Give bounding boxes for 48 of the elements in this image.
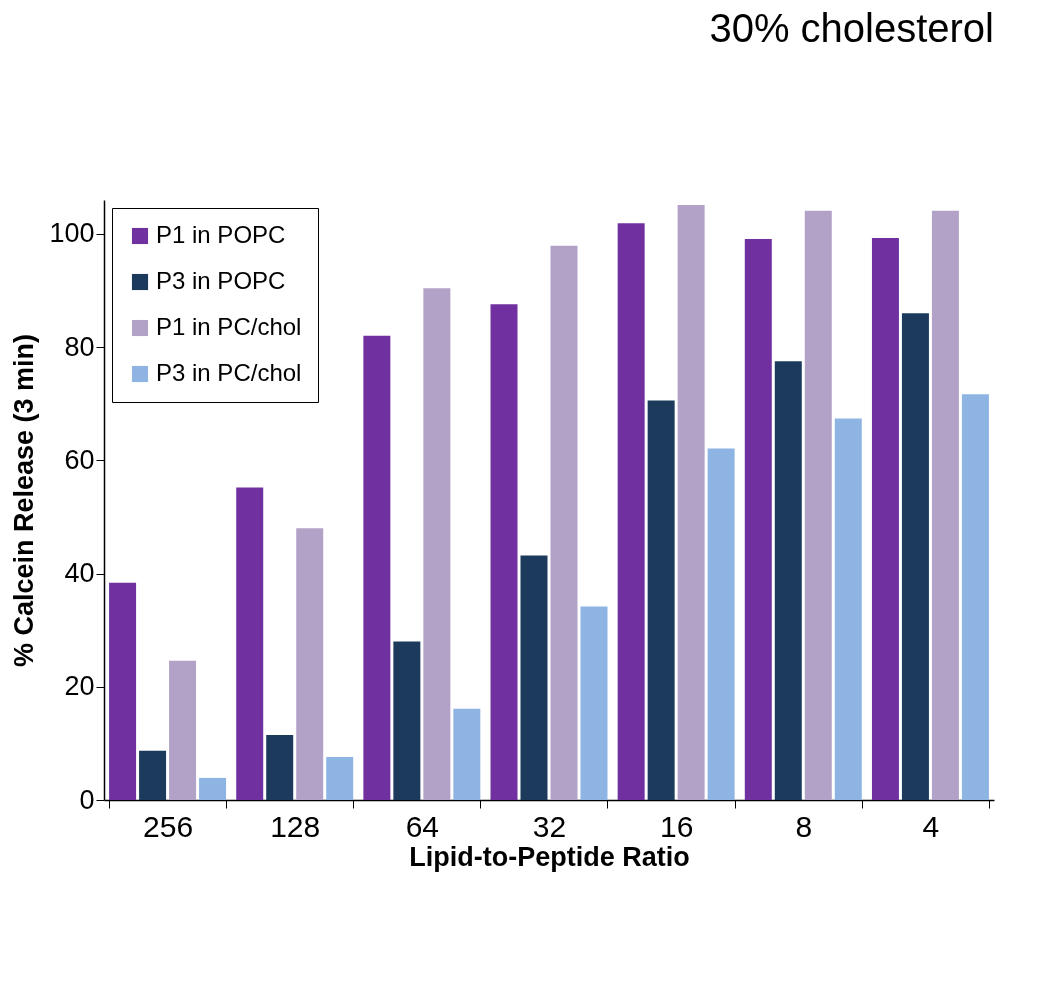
bar: [296, 528, 324, 800]
legend-label: P3 in POPC: [156, 267, 286, 294]
y-tick-label: 100: [49, 218, 95, 249]
bar: [490, 304, 518, 800]
legend-label: P1 in PC/chol: [156, 313, 302, 340]
y-axis-title: % Calcein Release (3 min): [9, 333, 40, 668]
bar: [453, 708, 481, 800]
x-axis-title: Lipid-to-Peptide Ratio: [409, 841, 690, 872]
x-tick-label: 8: [795, 809, 813, 843]
bar: [236, 487, 264, 800]
bar: [707, 448, 735, 800]
bar: [774, 361, 802, 800]
bar: [363, 335, 391, 800]
bar: [617, 223, 645, 800]
bar: [109, 582, 137, 800]
bar: [520, 555, 548, 800]
bar: [931, 210, 959, 800]
y-tick-label: 60: [64, 444, 95, 475]
bar: [677, 205, 705, 800]
bar: [423, 288, 451, 800]
bar: [326, 756, 354, 800]
x-tick-label: 64: [405, 809, 440, 843]
bar: [834, 418, 862, 800]
bar: [744, 239, 772, 800]
bar: [804, 210, 832, 800]
legend-label: P3 in PC/chol: [156, 359, 302, 386]
y-tick-label: 40: [64, 558, 95, 589]
chart-title: 30% cholesterol: [709, 6, 994, 50]
x-tick-label: 4: [922, 809, 940, 843]
y-tick-label: 0: [79, 784, 95, 815]
x-tick-label: 16: [659, 809, 694, 843]
x-tick-label: 128: [270, 809, 321, 843]
bar: [266, 734, 294, 800]
bar: [901, 313, 929, 800]
bar: [871, 237, 899, 800]
y-tick-label: 20: [64, 671, 95, 702]
bar: [647, 400, 675, 800]
bar: [169, 660, 197, 800]
x-tick-label: 32: [532, 809, 567, 843]
bar: [393, 641, 421, 800]
legend-label: P1 in POPC: [156, 221, 286, 248]
bar: [961, 394, 989, 800]
y-tick-label: 80: [64, 331, 95, 362]
x-tick-label: 256: [143, 809, 194, 843]
bar: [550, 245, 578, 800]
bar: [580, 606, 608, 800]
bar: [139, 750, 167, 800]
bar: [199, 777, 227, 800]
